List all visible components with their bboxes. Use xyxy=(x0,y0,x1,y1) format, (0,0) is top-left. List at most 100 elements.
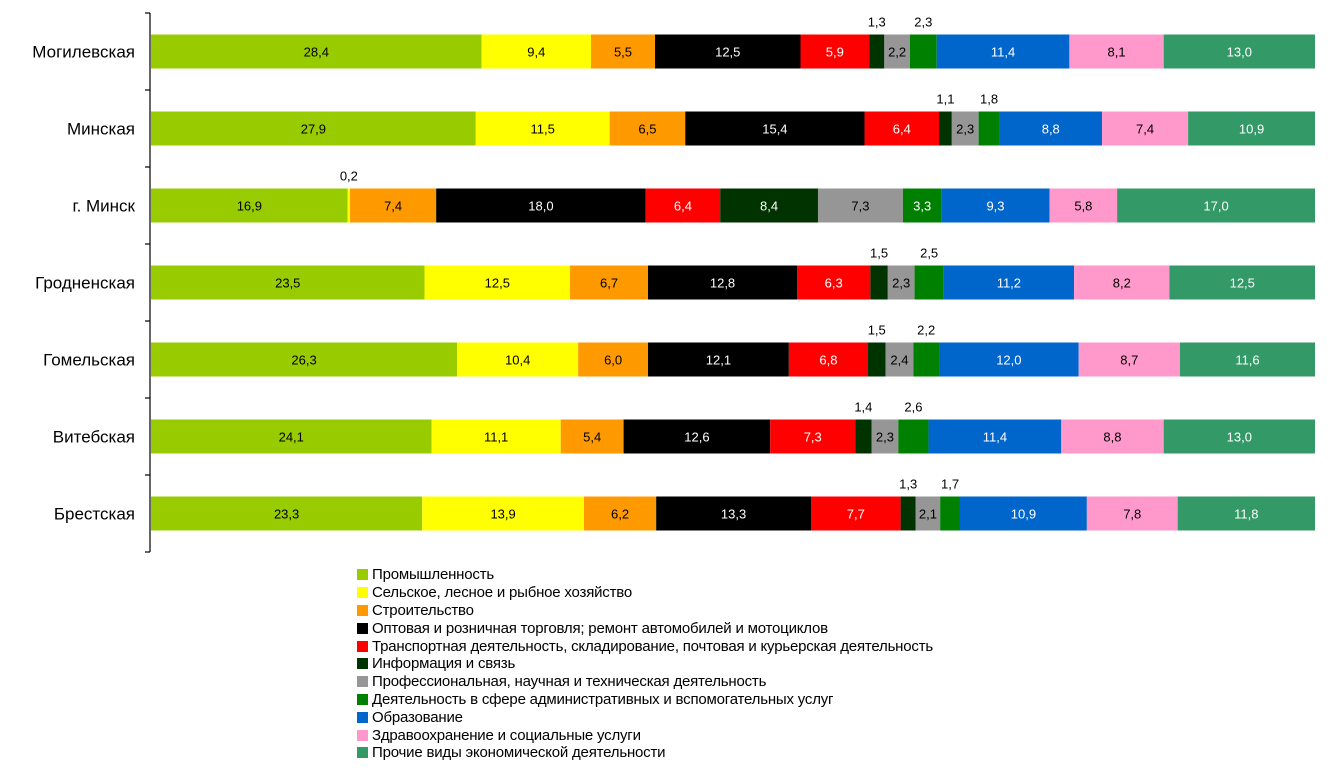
bar-segment xyxy=(817,188,903,223)
bar-segment xyxy=(475,111,610,146)
legend-swatch xyxy=(357,711,368,723)
legend-label: Прочие виды экономической деятельности xyxy=(372,744,666,762)
bar-segment xyxy=(1188,111,1315,146)
data-label: 2,3 xyxy=(892,276,910,291)
category-label: Могилевская xyxy=(32,43,135,62)
bar-segment xyxy=(560,419,624,454)
legend-label: Строительство xyxy=(372,601,474,619)
bar-segment xyxy=(788,342,869,377)
bar-segment xyxy=(350,188,437,223)
legend-swatch xyxy=(357,729,368,741)
bar-segment xyxy=(898,419,929,454)
data-label: 5,8 xyxy=(1074,199,1092,214)
data-label: 7,7 xyxy=(847,507,865,522)
data-label: 6,0 xyxy=(604,353,622,368)
data-label: 3,3 xyxy=(913,199,931,214)
bar-segment xyxy=(797,265,871,300)
data-label: 6,7 xyxy=(600,276,618,291)
legend-item: Информация и связь xyxy=(357,655,933,673)
data-label: 23,3 xyxy=(274,507,299,522)
category-label: Минская xyxy=(67,120,135,139)
data-label: 11,6 xyxy=(1235,353,1259,368)
bar-segment xyxy=(810,496,901,531)
bar-segment xyxy=(928,419,1062,454)
legend-label: Здравоохранение и социальные услуги xyxy=(372,726,641,744)
category-label: Брестская xyxy=(54,505,135,524)
data-label: 18,0 xyxy=(528,199,553,214)
legend-swatch xyxy=(357,622,368,634)
data-label: 1,4 xyxy=(854,400,872,415)
legend-swatch xyxy=(357,604,368,616)
bar-segment xyxy=(623,419,771,454)
bar-segment xyxy=(151,419,432,454)
legend-label: Транспортная деятельность, складирование… xyxy=(372,637,933,655)
bar-segment xyxy=(1117,188,1315,223)
data-label: 7,8 xyxy=(1123,507,1141,522)
legend-item: Здравоохранение и социальные услуги xyxy=(357,726,933,744)
bar-segment xyxy=(887,265,915,300)
bar-segment xyxy=(936,34,1070,69)
data-label: 12,5 xyxy=(485,276,510,291)
legend-label: Профессиональная, научная и техническая … xyxy=(372,673,767,691)
data-label: 2,1 xyxy=(919,507,937,522)
bar-segment xyxy=(151,111,476,146)
data-label: 6,3 xyxy=(825,276,843,291)
legend-swatch xyxy=(357,693,368,705)
legend-item: Деятельность в сфере административных и … xyxy=(357,691,933,709)
data-label: 12,0 xyxy=(996,353,1021,368)
data-label: 7,3 xyxy=(851,199,869,214)
legend-label: Оптовая и розничная торговля; ремонт авт… xyxy=(372,619,828,637)
data-label: 13,3 xyxy=(721,507,746,522)
legend-swatch xyxy=(357,658,368,670)
data-label: 13,0 xyxy=(1227,45,1252,60)
bar-segment xyxy=(1078,342,1180,377)
bar-segment xyxy=(1163,419,1315,454)
data-label: 6,5 xyxy=(638,122,656,137)
data-label: 11,4 xyxy=(983,430,1007,445)
data-label: 15,4 xyxy=(762,122,787,137)
bar-segment xyxy=(685,111,865,146)
data-label: 2,2 xyxy=(917,323,935,338)
bar-segment xyxy=(800,34,870,69)
legend-label: Сельское, лесное и рыбное хозяйство xyxy=(372,584,633,602)
data-label: 6,4 xyxy=(674,199,692,214)
data-label: 8,7 xyxy=(1120,353,1138,368)
stacked-bar-chart: Могилевская Минская г. Минск Гродненская Гом… xyxy=(32,12,1315,553)
bar-segment xyxy=(902,188,942,223)
data-label: 1,5 xyxy=(868,323,886,338)
bar-segment xyxy=(570,265,649,300)
bar-segment xyxy=(151,188,348,223)
category-label: Гродненская xyxy=(35,274,135,293)
legend-item: Сельское, лесное и рыбное хозяйство xyxy=(357,584,933,602)
bar-segment xyxy=(1049,188,1118,223)
data-label: 1,1 xyxy=(936,92,954,107)
bar-segment xyxy=(913,342,940,377)
data-label: 1,8 xyxy=(980,92,998,107)
data-label: 12,5 xyxy=(715,45,740,60)
data-label: 12,6 xyxy=(684,430,709,445)
data-label: 11,2 xyxy=(997,276,1021,291)
bar-segment xyxy=(590,34,656,69)
bar-segment xyxy=(656,496,811,531)
data-label: 9,3 xyxy=(986,199,1004,214)
bar-segment xyxy=(648,342,789,377)
data-label: 0,2 xyxy=(340,169,358,184)
data-label: 1,7 xyxy=(941,477,959,492)
bar-segment xyxy=(481,34,591,69)
data-label: 23,5 xyxy=(275,276,300,291)
data-label: 7,3 xyxy=(804,430,822,445)
bar-segment xyxy=(648,265,798,300)
bar-segment xyxy=(584,496,657,531)
data-label: 6,2 xyxy=(611,507,629,522)
data-label: 2,4 xyxy=(890,353,908,368)
bar-segment xyxy=(1061,419,1164,454)
bar-segment xyxy=(870,265,888,300)
data-label: 11,8 xyxy=(1234,507,1258,522)
legend-item: Строительство xyxy=(357,602,933,620)
legend-label: Деятельность в сфере административных и … xyxy=(372,690,834,708)
data-label: 27,9 xyxy=(301,122,326,137)
bar-segment xyxy=(884,34,910,69)
bar-segment xyxy=(939,342,1079,377)
bar-segment xyxy=(951,111,979,146)
bar-segment xyxy=(885,342,914,377)
